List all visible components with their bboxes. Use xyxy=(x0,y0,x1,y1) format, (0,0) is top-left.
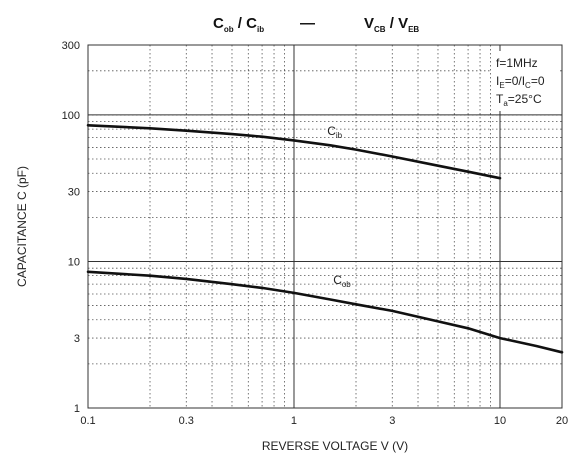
minor-grid xyxy=(88,45,562,408)
x-tick-label: 0.3 xyxy=(179,415,194,427)
x-tick-label: 10 xyxy=(494,415,506,427)
condition-temperature: Ta=25°C xyxy=(496,92,542,108)
series-line-cob xyxy=(86,270,564,354)
chart-title-right: VCB / VEB xyxy=(364,15,419,34)
y-tick-label: 3 xyxy=(74,333,80,345)
x-tick-label: 3 xyxy=(389,415,395,427)
title-dash: — xyxy=(300,15,315,32)
x-axis-label: REVERSE VOLTAGE V (V) xyxy=(262,439,408,453)
chart-title: Cob / Cib xyxy=(213,15,264,34)
y-tick-label: 300 xyxy=(62,40,80,52)
y-tick-labels: 1 3 10 30 100 300 xyxy=(62,40,80,415)
y-tick-label: 30 xyxy=(68,187,80,199)
y-tick-label: 100 xyxy=(62,110,80,122)
y-axis-label: CAPACITANCE C (pF) xyxy=(15,166,29,287)
condition-bias: IE=0/IC=0 xyxy=(496,74,545,90)
x-tick-label: 1 xyxy=(291,415,297,427)
conditions-background xyxy=(492,51,558,111)
condition-frequency: f=1MHz xyxy=(496,56,538,70)
series-lines xyxy=(86,124,564,354)
x-tick-labels: 0.1 0.3 1 3 10 20 xyxy=(80,415,568,427)
series-label-cib: Cib xyxy=(327,124,342,140)
series-line-cib xyxy=(86,124,502,180)
x-tick-label: 20 xyxy=(556,415,568,427)
x-tick-label: 0.1 xyxy=(80,415,95,427)
series-label-cob: Cob xyxy=(333,273,351,289)
plot-frame xyxy=(87,44,563,409)
y-tick-label: 10 xyxy=(68,256,80,268)
y-tick-label: 1 xyxy=(74,403,80,415)
